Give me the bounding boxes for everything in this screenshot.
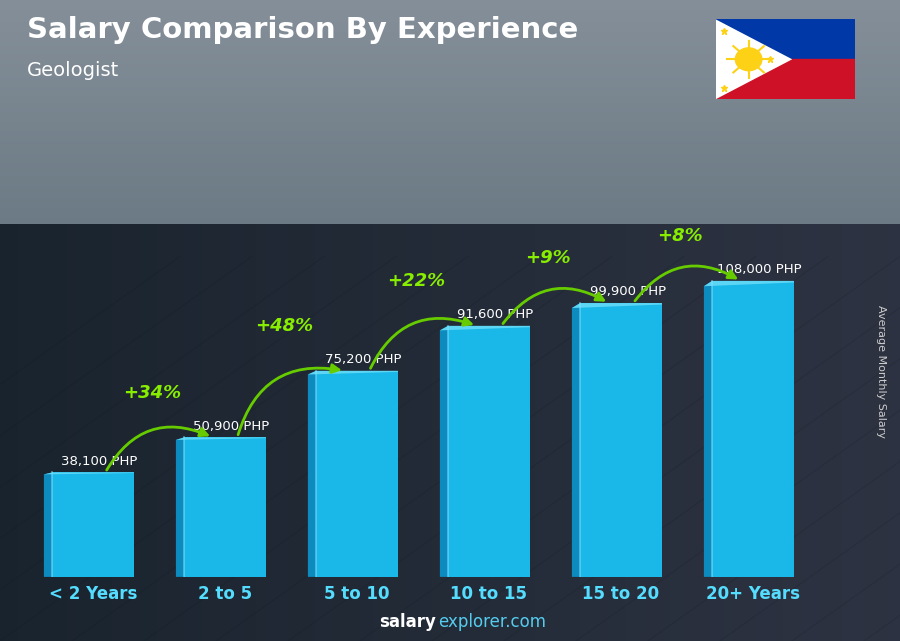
Text: 38,100 PHP: 38,100 PHP [61,454,138,468]
Text: explorer.com: explorer.com [438,613,546,631]
FancyBboxPatch shape [316,370,398,577]
FancyBboxPatch shape [448,326,530,577]
FancyBboxPatch shape [184,437,266,577]
Polygon shape [440,326,448,577]
FancyArrowPatch shape [634,266,735,301]
Polygon shape [572,303,580,577]
Polygon shape [440,326,530,330]
Polygon shape [572,303,662,308]
Polygon shape [44,472,134,474]
Bar [716,60,855,99]
Polygon shape [308,370,398,374]
FancyBboxPatch shape [580,303,662,577]
FancyArrowPatch shape [107,427,207,470]
Text: +9%: +9% [526,249,572,267]
Polygon shape [44,472,52,577]
FancyArrowPatch shape [371,318,471,369]
Text: Geologist: Geologist [27,61,119,80]
Text: +48%: +48% [256,317,313,335]
FancyArrowPatch shape [238,365,339,435]
Text: +8%: +8% [658,227,703,245]
Polygon shape [716,19,792,99]
Text: Salary Comparison By Experience: Salary Comparison By Experience [27,16,578,44]
Text: 75,200 PHP: 75,200 PHP [326,353,401,366]
Text: Average Monthly Salary: Average Monthly Salary [877,305,886,438]
Text: salary: salary [380,613,436,631]
Text: 91,600 PHP: 91,600 PHP [457,308,534,321]
Polygon shape [704,281,712,577]
Polygon shape [704,281,794,287]
Polygon shape [308,370,316,577]
FancyBboxPatch shape [712,281,794,577]
Polygon shape [176,437,266,440]
FancyArrowPatch shape [503,288,604,324]
Polygon shape [176,437,184,577]
FancyBboxPatch shape [52,472,134,577]
Text: 50,900 PHP: 50,900 PHP [194,420,270,433]
Bar [716,19,855,60]
Circle shape [735,48,762,71]
Text: 108,000 PHP: 108,000 PHP [717,263,802,276]
Text: +22%: +22% [387,272,446,290]
Text: +34%: +34% [123,383,182,402]
Text: 99,900 PHP: 99,900 PHP [590,285,666,298]
